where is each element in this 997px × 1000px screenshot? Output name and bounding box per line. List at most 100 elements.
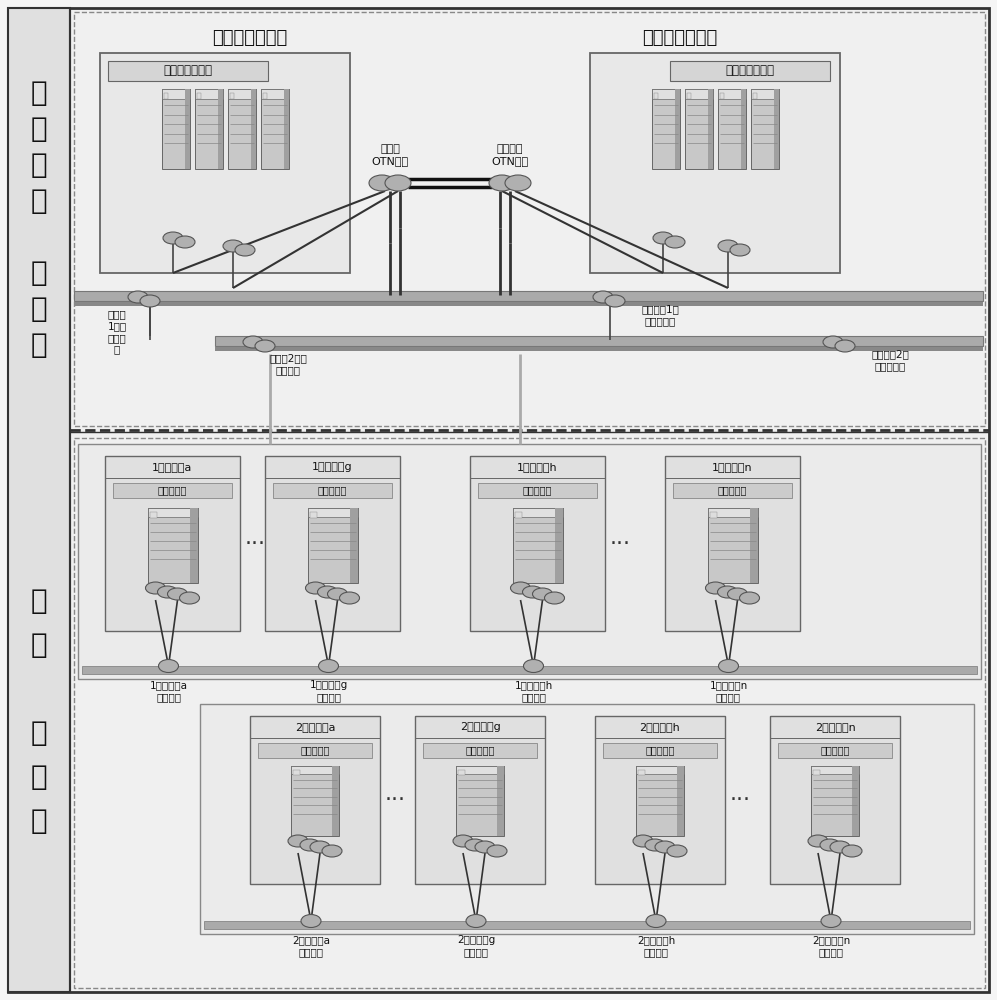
Bar: [74, 302, 983, 306]
Bar: [215, 347, 983, 351]
Bar: [265, 456, 400, 631]
Ellipse shape: [158, 586, 177, 598]
Bar: [78, 444, 981, 679]
Bar: [260, 89, 288, 169]
Ellipse shape: [645, 839, 665, 851]
Bar: [497, 766, 504, 836]
Ellipse shape: [128, 291, 148, 303]
Ellipse shape: [522, 586, 542, 598]
Bar: [8, 8, 70, 992]
Bar: [150, 512, 157, 518]
Bar: [751, 89, 779, 169]
Bar: [100, 53, 350, 273]
Ellipse shape: [255, 340, 275, 352]
Ellipse shape: [823, 336, 843, 348]
Text: 2号线车站n: 2号线车站n: [815, 722, 855, 732]
Text: 灾备中心1号
线传输节点: 灾备中心1号 线传输节点: [641, 304, 679, 326]
Bar: [227, 89, 255, 169]
Bar: [665, 456, 800, 631]
Text: 台: 台: [31, 807, 47, 835]
Text: 云计算资源: 云计算资源: [718, 486, 747, 495]
Bar: [470, 456, 605, 478]
Ellipse shape: [821, 914, 841, 928]
Text: 2号线车站n
传输节点: 2号线车站n 传输节点: [812, 935, 850, 957]
Bar: [603, 743, 717, 758]
Bar: [742, 89, 746, 169]
Ellipse shape: [820, 839, 840, 851]
Bar: [811, 766, 859, 774]
Ellipse shape: [466, 914, 486, 928]
Ellipse shape: [235, 244, 255, 256]
Bar: [332, 766, 339, 836]
Bar: [415, 716, 545, 738]
Ellipse shape: [223, 240, 243, 252]
Ellipse shape: [179, 592, 199, 604]
Text: 车: 车: [31, 587, 47, 615]
Ellipse shape: [842, 845, 862, 857]
Bar: [813, 770, 821, 775]
Text: 1号线车站g: 1号线车站g: [312, 462, 353, 472]
Bar: [74, 12, 985, 426]
Ellipse shape: [633, 835, 653, 847]
Text: 云计算资源: 云计算资源: [466, 746, 495, 756]
Text: 云计算资源: 云计算资源: [318, 486, 347, 495]
Ellipse shape: [163, 232, 183, 244]
Bar: [456, 766, 504, 836]
Text: 灾备中心
OTN节点: 灾备中心 OTN节点: [492, 144, 528, 166]
Ellipse shape: [175, 236, 195, 248]
Ellipse shape: [728, 588, 748, 600]
Ellipse shape: [653, 232, 673, 244]
Ellipse shape: [718, 240, 738, 252]
Bar: [708, 508, 758, 583]
Bar: [204, 921, 970, 929]
Bar: [265, 456, 400, 478]
Text: 2号线车站g
传输节点: 2号线车站g 传输节点: [457, 935, 496, 957]
Ellipse shape: [301, 914, 321, 928]
Bar: [595, 716, 725, 884]
Bar: [250, 716, 380, 738]
Bar: [595, 716, 725, 738]
Bar: [291, 766, 339, 836]
Ellipse shape: [646, 914, 666, 928]
Text: 1号线车站a: 1号线车站a: [153, 462, 192, 472]
Bar: [555, 508, 562, 583]
Ellipse shape: [475, 841, 495, 853]
Bar: [105, 456, 240, 478]
Text: ···: ···: [730, 790, 751, 810]
Bar: [636, 766, 684, 774]
Bar: [670, 61, 830, 81]
Ellipse shape: [310, 841, 330, 853]
Text: 云: 云: [31, 259, 47, 287]
Bar: [415, 716, 545, 884]
Text: 云计算资源: 云计算资源: [522, 486, 552, 495]
Ellipse shape: [317, 586, 338, 598]
Ellipse shape: [510, 582, 530, 594]
Ellipse shape: [327, 588, 348, 600]
Bar: [218, 89, 222, 169]
Ellipse shape: [487, 845, 507, 857]
Ellipse shape: [243, 336, 263, 348]
Bar: [710, 512, 717, 518]
Ellipse shape: [340, 592, 360, 604]
Ellipse shape: [489, 175, 515, 191]
Bar: [190, 508, 197, 583]
Text: 云计算资源: 云计算资源: [821, 746, 849, 756]
Ellipse shape: [465, 839, 485, 851]
Ellipse shape: [740, 592, 760, 604]
Bar: [194, 89, 222, 169]
Ellipse shape: [730, 244, 750, 256]
Text: 2号线车站h
传输节点: 2号线车站h 传输节点: [637, 935, 675, 957]
Bar: [673, 483, 792, 498]
Bar: [148, 508, 197, 583]
Bar: [196, 93, 200, 99]
Bar: [753, 93, 757, 99]
Bar: [284, 89, 288, 169]
Bar: [74, 291, 983, 301]
Bar: [108, 61, 268, 81]
Bar: [293, 770, 300, 775]
Ellipse shape: [140, 295, 160, 307]
Ellipse shape: [523, 660, 543, 672]
Bar: [514, 512, 522, 518]
Bar: [685, 89, 713, 99]
Text: 计算、存储资源: 计算、存储资源: [726, 64, 775, 78]
